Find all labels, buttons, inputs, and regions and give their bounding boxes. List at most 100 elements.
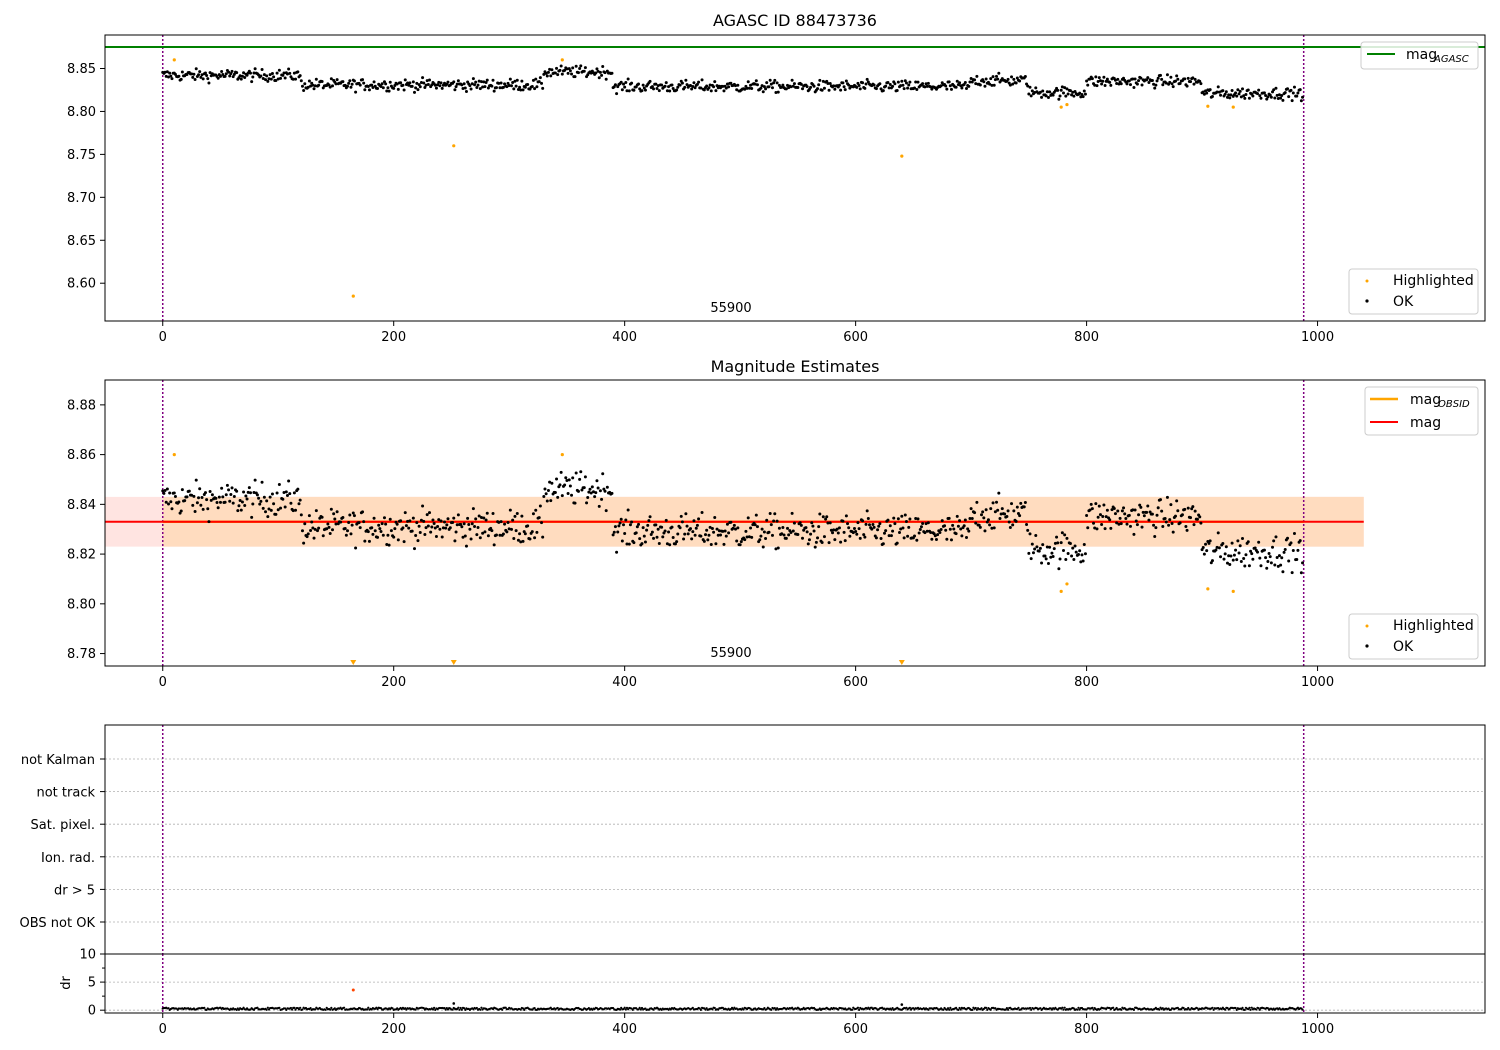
ok-point xyxy=(265,499,269,503)
ok-point xyxy=(230,486,234,490)
ok-point xyxy=(704,533,708,537)
ok-point xyxy=(895,541,899,545)
ok-point xyxy=(707,533,711,537)
ok-point xyxy=(707,86,711,90)
ok-point xyxy=(1276,564,1280,568)
ok-point xyxy=(746,80,750,84)
ok-point xyxy=(313,84,317,88)
ok-point xyxy=(583,66,587,70)
ok-point xyxy=(238,499,242,503)
ok-point xyxy=(262,73,266,77)
ok-point xyxy=(1127,79,1131,83)
ok-point xyxy=(1086,83,1090,87)
ok-point xyxy=(1238,544,1242,548)
ok-point xyxy=(735,88,739,92)
ok-point xyxy=(309,529,313,533)
dr-point xyxy=(691,1006,694,1009)
ok-point xyxy=(1006,509,1010,513)
ok-point xyxy=(208,490,212,494)
highlighted-point xyxy=(1059,589,1063,593)
ok-point xyxy=(949,538,953,542)
ok-point xyxy=(847,83,851,87)
dr-point xyxy=(1235,1008,1238,1011)
ok-point xyxy=(1109,526,1113,530)
ok-point xyxy=(454,85,458,89)
ok-point xyxy=(753,523,757,527)
ok-point xyxy=(260,480,264,484)
ok-point xyxy=(192,494,196,498)
ok-point xyxy=(434,86,438,90)
ok-point xyxy=(402,540,406,544)
ok-point xyxy=(611,533,615,537)
ok-point xyxy=(477,514,481,518)
ok-point xyxy=(620,88,624,92)
ok-point xyxy=(744,529,748,533)
ok-point xyxy=(675,540,679,544)
dr-point xyxy=(624,1008,627,1011)
ok-point xyxy=(848,534,852,538)
ok-point xyxy=(244,494,248,498)
ok-point xyxy=(1264,94,1268,98)
ok-point xyxy=(541,86,545,90)
ok-point xyxy=(543,487,547,491)
ok-point xyxy=(564,476,568,480)
ok-point xyxy=(492,89,496,93)
ok-point xyxy=(768,512,772,516)
ok-point xyxy=(638,537,642,541)
ok-point xyxy=(1048,90,1052,94)
ok-point xyxy=(456,513,460,517)
ok-point xyxy=(361,78,365,82)
ok-point xyxy=(1046,562,1050,566)
ok-point xyxy=(781,526,785,530)
ok-point xyxy=(334,82,338,86)
ok-point xyxy=(197,496,201,500)
ok-point xyxy=(1295,94,1299,98)
ok-point xyxy=(1097,504,1101,508)
ok-point xyxy=(556,73,560,77)
ok-point xyxy=(1287,559,1291,563)
ok-point xyxy=(680,81,684,85)
ok-point xyxy=(555,66,559,70)
ok-point xyxy=(697,517,701,521)
ok-point xyxy=(668,89,672,93)
ok-point xyxy=(959,527,963,531)
ok-point xyxy=(1008,83,1012,87)
ok-point xyxy=(888,82,892,86)
ok-point xyxy=(197,73,201,77)
ok-point xyxy=(1236,539,1240,543)
ok-point xyxy=(1242,556,1246,560)
ok-point xyxy=(1290,99,1294,103)
ok-point xyxy=(1201,545,1205,549)
dr-point xyxy=(732,1008,735,1011)
ok-point xyxy=(626,508,630,512)
ok-point xyxy=(1236,88,1240,92)
highlighted-point xyxy=(560,58,564,62)
ok-point xyxy=(463,86,467,90)
ok-point xyxy=(801,87,805,91)
ok-point xyxy=(1146,504,1150,508)
ok-point xyxy=(983,84,987,88)
ok-point xyxy=(348,79,352,83)
ok-point xyxy=(492,543,496,547)
ok-point xyxy=(1081,559,1085,563)
ok-point xyxy=(1221,89,1225,93)
ok-point xyxy=(810,521,814,525)
dr-point xyxy=(1257,1007,1260,1010)
ok-point xyxy=(643,88,647,92)
ok-point xyxy=(1186,76,1190,80)
x-axis-tick-label: 1000 xyxy=(1301,330,1334,345)
agasc-legend-top: mag AGASC xyxy=(1360,41,1479,70)
ok-point xyxy=(1256,550,1260,554)
ok-point xyxy=(906,534,910,538)
ok-point xyxy=(1103,527,1107,531)
ok-point xyxy=(366,530,370,534)
ok-point xyxy=(1153,534,1157,538)
ok-point xyxy=(352,514,356,518)
ok-point xyxy=(546,70,550,74)
ok-point xyxy=(1100,82,1104,86)
ok-point xyxy=(1119,82,1123,86)
ok-point xyxy=(753,82,757,86)
ok-point xyxy=(205,73,209,77)
ok-point xyxy=(483,85,487,89)
ok-point xyxy=(1266,560,1270,564)
